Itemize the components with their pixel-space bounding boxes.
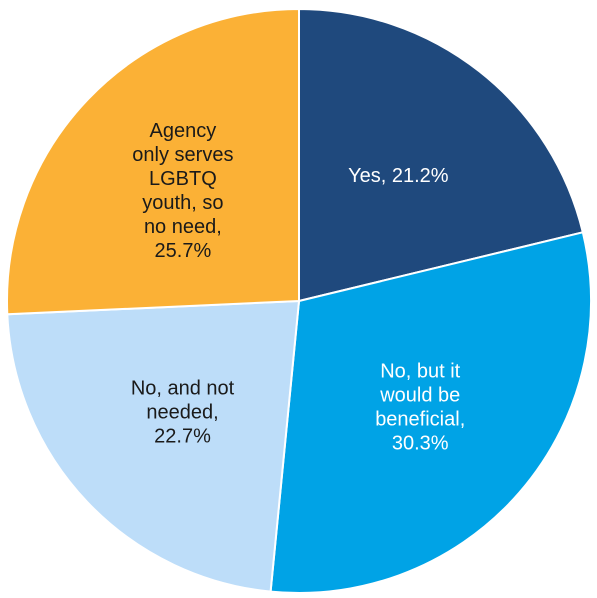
pie-slice-label-1: Yes, 21.2% <box>348 165 449 187</box>
pie-slice-label-line: beneficial, <box>375 408 465 430</box>
pie-slice-label-4: Agency only serves LGBTQ youth, so no need, 2… <box>132 120 233 262</box>
pie-slice-3 <box>6 299 301 593</box>
pie-slice-label-line: 30.3% <box>392 432 449 454</box>
pie-slice-label-3: No, and not needed, 22.7% <box>131 378 235 448</box>
pie-slice-label-line: LGBTQ <box>149 168 217 190</box>
pie-slice-label-line: youth, so <box>142 192 223 214</box>
pie-slice-label-line: 22.7% <box>154 426 211 448</box>
pie-slice-2 <box>269 231 593 594</box>
pie-slice-label-line: No, but it <box>380 360 460 382</box>
pie-slice-label-line: only serves <box>132 144 233 166</box>
pie-slice-4 <box>5 7 300 316</box>
pie-slice-label-line: Agency <box>150 120 217 142</box>
pie-slice-label-line: needed, <box>146 402 218 424</box>
pie-slice-label-line: would be <box>379 384 460 406</box>
pie-slice-1 <box>298 7 585 303</box>
pie-slice-label-line: 25.7% <box>155 240 212 262</box>
pie-slice-label-line: Yes, 21.2% <box>348 165 449 187</box>
pie-slice-label-line: No, and not <box>131 378 235 400</box>
pie-slice-label-2: No, but it would be beneficial, 30.3% <box>375 360 465 454</box>
pie-labels: Yes, 21.2% No, but it would be beneficial, 3… <box>131 120 465 454</box>
pie-slice-label-line: no need, <box>144 216 222 238</box>
pie-slices <box>5 7 593 594</box>
